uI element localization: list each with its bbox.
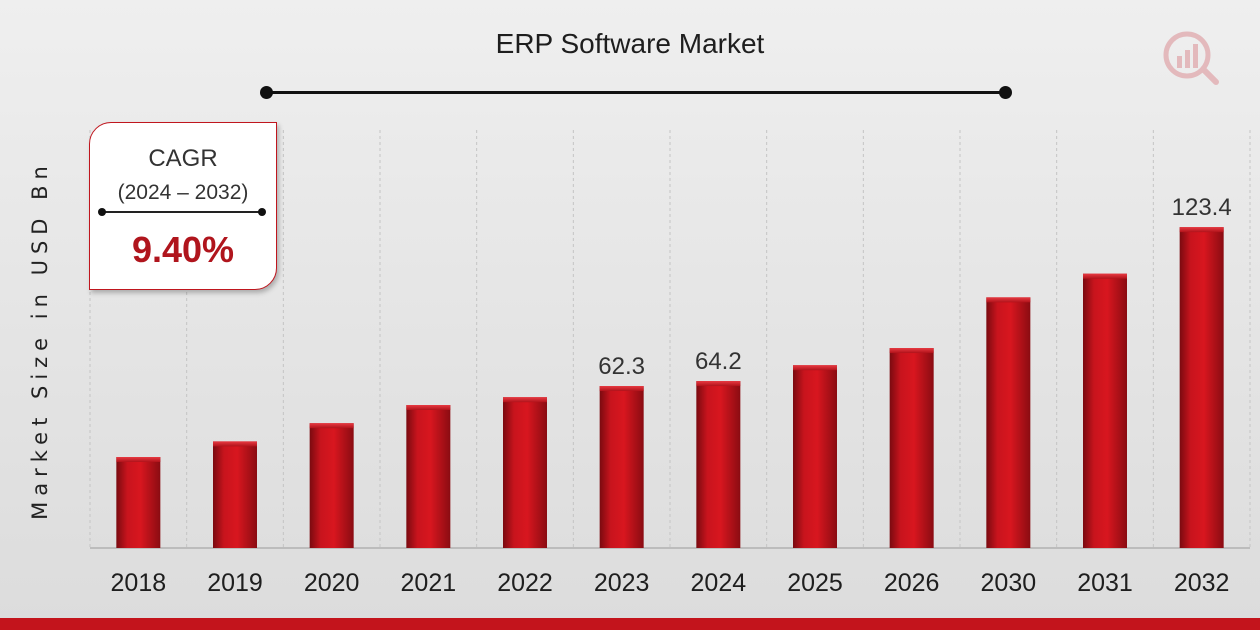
bar-top-2031 [1083, 273, 1127, 279]
bar-top-2022 [503, 397, 547, 403]
bar-top-2030 [986, 297, 1031, 303]
bar-top-2032 [1179, 227, 1224, 233]
bar-top-2021 [406, 405, 451, 410]
bar-2030 [986, 297, 1031, 548]
x-tick-label: 2021 [401, 569, 457, 597]
data-label-2024: 64.2 [695, 348, 742, 375]
cagr-value: 9.40% [131, 229, 235, 270]
data-label-2023: 62.3 [598, 353, 645, 380]
title-underline [266, 91, 1006, 94]
cagr-range: (2024 – 2032) [117, 181, 249, 204]
x-tick-label: 2025 [787, 569, 843, 597]
bar-top-2023 [599, 386, 644, 392]
bar-2020 [309, 423, 354, 548]
bar-top-2025 [793, 365, 837, 371]
bar-2019 [213, 441, 257, 548]
bar-2018 [116, 457, 161, 548]
chart-title: ERP Software Market [495, 28, 765, 59]
market-research-logo-icon [1163, 31, 1219, 85]
cagr-label: CAGR [148, 145, 218, 172]
bar-2025 [793, 365, 837, 548]
bar-top-2020 [309, 423, 354, 429]
x-tick-label: 2018 [111, 569, 167, 597]
bar-top-2018 [116, 457, 161, 462]
bar-2031 [1083, 273, 1127, 548]
x-tick-label: 2026 [884, 569, 940, 597]
bar-2021 [406, 405, 451, 548]
x-tick-label: 2023 [594, 569, 650, 597]
cagr-callout: CAGR (2024 – 2032) 9.40% [89, 122, 277, 290]
x-tick-label: 2020 [304, 569, 360, 597]
x-tick-label: 2030 [981, 569, 1037, 597]
x-tick-label: 2024 [691, 569, 747, 597]
x-tick-label: 2032 [1174, 569, 1230, 597]
cagr-divider-right-dot [258, 208, 266, 216]
bottom-accent-bar [0, 618, 1260, 630]
bar-2032 [1179, 227, 1224, 548]
data-label-2032: 123.4 [1172, 194, 1232, 221]
bar-2022 [503, 397, 547, 548]
x-tick-label: 2031 [1077, 569, 1133, 597]
title-underline-left-dot [260, 86, 273, 99]
bar-top-2026 [889, 348, 934, 354]
bar-2023 [599, 386, 644, 548]
x-tick-label: 2019 [207, 569, 263, 597]
bar-2024 [696, 381, 741, 548]
title-underline-right-dot [999, 86, 1012, 99]
bar-top-2024 [696, 381, 741, 387]
bar-top-2019 [213, 441, 257, 447]
cagr-divider-left-dot [98, 208, 106, 216]
bar-2026 [889, 348, 934, 548]
x-tick-label: 2022 [497, 569, 553, 597]
cagr-divider [102, 211, 262, 213]
